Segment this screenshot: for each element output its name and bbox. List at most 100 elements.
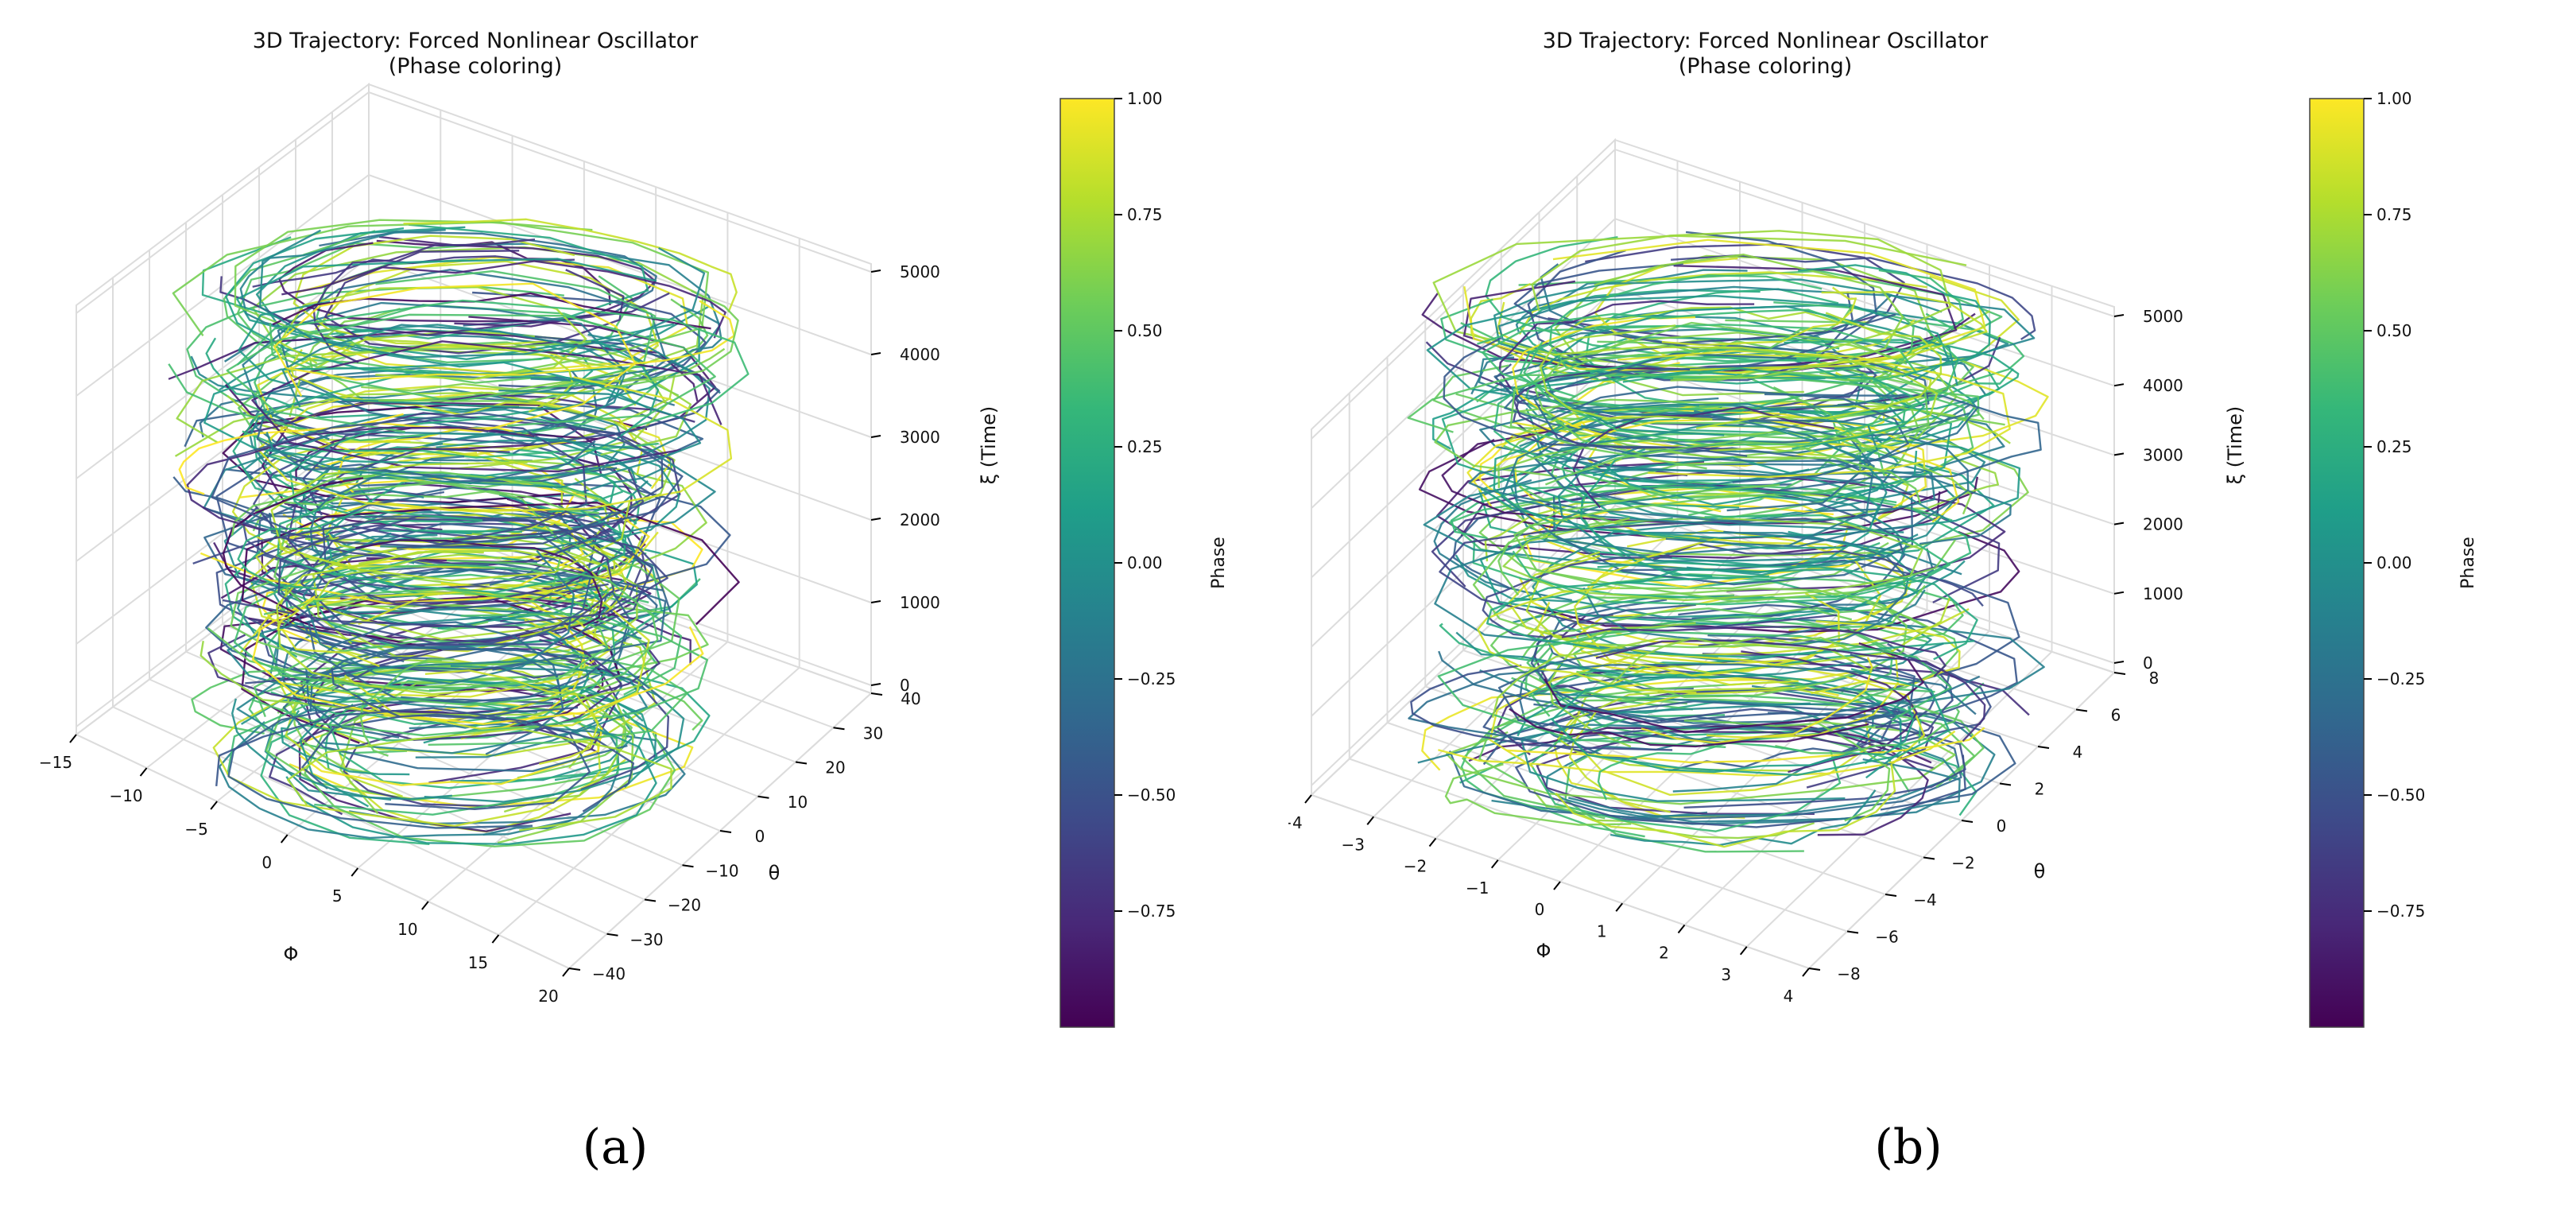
trajectory-segment	[242, 301, 626, 440]
y-tick-label: 0	[1997, 816, 2007, 836]
colorbar-tick-label: 1.00	[2377, 89, 2412, 108]
trajectory-segment	[1552, 346, 1939, 452]
trajectory-segment	[1597, 304, 1854, 355]
trajectory-segment	[226, 313, 716, 433]
z-tick-label: 5000	[900, 262, 940, 281]
trajectory-segment	[1520, 702, 1846, 802]
colorbar-tick-label: −0.25	[2377, 669, 2425, 688]
trajectory-segment	[203, 361, 649, 465]
trajectory-segment	[1595, 639, 1986, 742]
trajectory-segment	[302, 532, 575, 685]
y-tick	[757, 795, 769, 799]
trajectory-segment	[1527, 673, 1922, 744]
z-tick	[870, 435, 881, 438]
trajectory-segment	[1539, 324, 1713, 421]
y-tick	[1923, 856, 1935, 860]
trajectory-segment	[1569, 687, 1806, 813]
plot-3d-b: 0 1000 2000 3000 4000 5000 ξ (Time) −4 −3 −2 −1 0 1 2…	[1288, 89, 2478, 1028]
trajectory-segment	[1512, 443, 1936, 526]
trajectory-segment	[1534, 335, 2001, 435]
trajectory-segment	[215, 707, 635, 812]
trajectory-segment	[1580, 403, 1879, 487]
colorbar-bar	[2309, 98, 2365, 1028]
trajectory-segment	[269, 270, 657, 403]
trajectory-segment	[286, 727, 672, 832]
z-tick-label: 1000	[2143, 584, 2183, 603]
trajectory-segment	[305, 621, 562, 739]
trajectory-segment	[1534, 321, 1908, 456]
chart-panel-a: 3D Trajectory: Forced Nonlinear Oscillat…	[39, 29, 1229, 1175]
trajectory-segment	[289, 417, 593, 517]
trajectory-segment	[236, 299, 750, 429]
trajectory-segment	[1548, 622, 1696, 748]
trajectory-segment	[299, 727, 603, 786]
trajectory-segment	[1773, 301, 2025, 406]
floor-pane	[75, 512, 873, 970]
y-tick	[833, 727, 845, 731]
trajectory-segment	[1512, 514, 1951, 606]
trajectory-segment	[1548, 242, 1905, 343]
y-tick-label: 20	[825, 758, 845, 778]
y-tick-label: −8	[1837, 964, 1860, 983]
trajectory-segment	[236, 660, 649, 754]
trajectory-segment	[519, 448, 640, 542]
trajectory-segment	[256, 417, 596, 485]
x-tick	[1677, 924, 1686, 934]
trajectory-segment	[1407, 374, 1980, 434]
trajectory-segment	[1515, 269, 1748, 332]
colorbar-tick-label: −0.50	[2377, 785, 2425, 805]
trajectory-segment	[218, 721, 571, 840]
trajectory-segment	[287, 447, 616, 604]
trajectory-segment	[1438, 650, 1981, 724]
trajectory-segment	[1544, 440, 1922, 504]
trajectory-segment	[424, 669, 599, 765]
trajectory-segment	[1530, 603, 1803, 724]
grid-line-z	[76, 173, 872, 397]
trajectory-segment	[1551, 332, 1958, 460]
z-axis-label: ξ (Time)	[978, 406, 1000, 484]
y-tick	[2075, 708, 2088, 712]
trajectory-segment	[1523, 327, 1959, 446]
trajectory-segment	[1548, 274, 1823, 381]
trajectory-segment	[237, 509, 483, 590]
x-tick-label: 0	[261, 853, 272, 872]
trajectory-segment	[378, 289, 739, 402]
x-tick	[1553, 881, 1561, 890]
trajectory-segment	[1665, 436, 1970, 548]
trajectory	[168, 218, 750, 847]
trajectory-segment	[1561, 625, 1947, 677]
trajectory-segment	[215, 435, 661, 591]
trajectory-segment	[1550, 231, 1878, 375]
trajectory-segment	[234, 219, 593, 351]
trajectory-segment	[1551, 668, 1950, 777]
y-tick	[1999, 782, 2012, 786]
trajectory-segment	[1509, 347, 1930, 470]
z-tick	[2113, 591, 2125, 595]
trajectory-segment	[1568, 661, 1872, 797]
x-tick-label: 0	[1535, 900, 1545, 919]
y-axis: −8 −6 −4 −2 0 2 4 6 8	[1808, 669, 2159, 983]
trajectory-segment	[361, 347, 726, 392]
trajectory-segment	[227, 607, 642, 713]
trajectory-segment	[273, 282, 637, 433]
trajectory-segment	[359, 658, 455, 757]
trajectory	[1407, 230, 2049, 853]
trajectory-segment	[277, 597, 380, 668]
trajectory-segment	[201, 223, 649, 339]
trajectory-segment	[300, 514, 653, 646]
z-tick	[2113, 452, 2125, 456]
trajectory-segment	[1479, 517, 1916, 626]
trajectory-segment	[207, 634, 660, 715]
x-tick-label: 2	[1659, 944, 1669, 963]
trajectory-segment	[1775, 708, 1960, 754]
trajectory-segment	[1766, 455, 1999, 521]
trajectory-segment	[1764, 393, 2042, 491]
grid-line-y	[1349, 758, 1848, 933]
panel-label: (b)	[1874, 1119, 1943, 1175]
z-axis: 0 1000 2000 3000 4000 5000	[870, 262, 940, 695]
z-tick	[870, 600, 881, 603]
trajectory-segment	[1536, 731, 1935, 816]
chart-title: 3D Trajectory: Forced Nonlinear Oscillat…	[1542, 29, 1989, 79]
z-tick-label: 0	[900, 676, 910, 695]
z-tick-label: 3000	[900, 428, 940, 447]
